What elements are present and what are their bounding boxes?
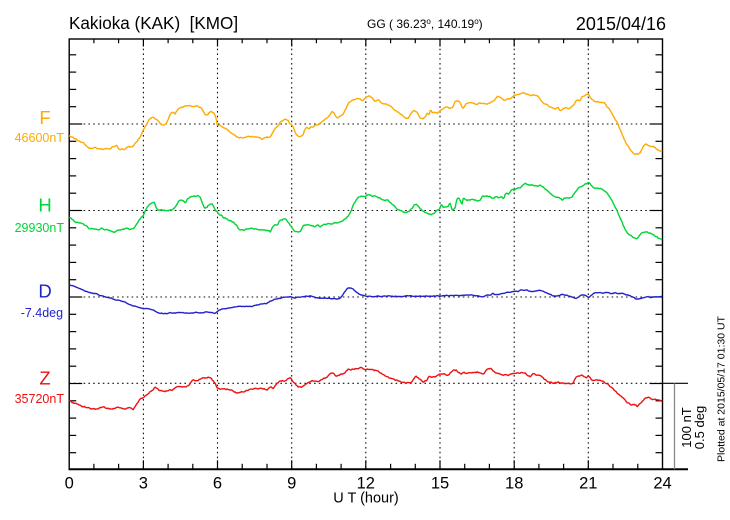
svg-text:18: 18 xyxy=(505,475,523,493)
svg-text:35720nT: 35720nT xyxy=(15,392,65,406)
svg-text:H: H xyxy=(38,195,51,216)
svg-text:Kakioka (KAK) [KMO]: Kakioka (KAK) [KMO] xyxy=(69,14,238,33)
svg-text:Plotted at 2015/05/17 01:30 UT: Plotted at 2015/05/17 01:30 UT xyxy=(716,315,728,462)
svg-text:GG ( 36.23o, 140.19o): GG ( 36.23o, 140.19o) xyxy=(367,17,483,31)
svg-text:D: D xyxy=(38,281,51,302)
svg-text:46600nT: 46600nT xyxy=(15,131,65,145)
svg-text:9: 9 xyxy=(287,475,296,493)
svg-text:29930nT: 29930nT xyxy=(15,221,65,235)
svg-text:6: 6 xyxy=(213,475,222,493)
svg-text:21: 21 xyxy=(579,475,597,493)
svg-text:0.5 deg: 0.5 deg xyxy=(692,406,707,449)
svg-text:Z: Z xyxy=(39,367,50,388)
svg-text:2015/04/16: 2015/04/16 xyxy=(576,14,666,34)
svg-text:U T (hour): U T (hour) xyxy=(333,491,399,507)
svg-text:0: 0 xyxy=(65,475,74,493)
svg-text:24: 24 xyxy=(653,475,671,493)
svg-text:15: 15 xyxy=(431,475,449,493)
svg-text:3: 3 xyxy=(139,475,148,493)
svg-text:F: F xyxy=(39,107,50,128)
svg-text:100 nT: 100 nT xyxy=(679,407,694,448)
svg-text:12: 12 xyxy=(357,475,375,493)
svg-text:-7.4deg: -7.4deg xyxy=(21,306,63,320)
